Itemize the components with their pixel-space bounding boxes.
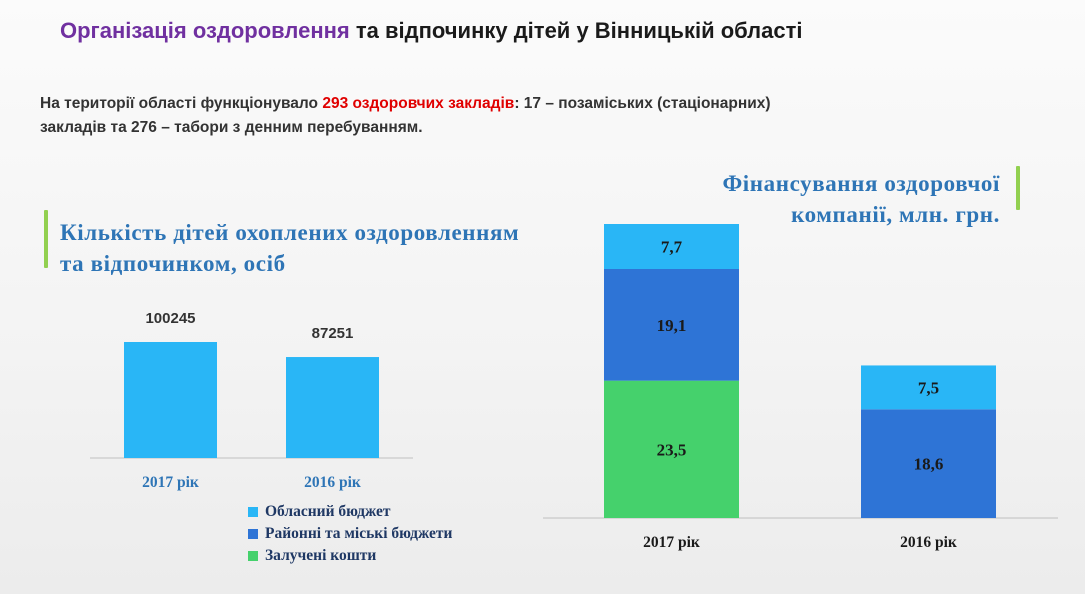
intro-text: На території області функціонувало 293 о…: [40, 92, 800, 140]
intro-after: : 17 – позаміських (стаціонарних) заклад…: [40, 95, 771, 136]
funding-chart-title: Фінансування оздоровчої компанії, млн. г…: [722, 171, 1000, 227]
left-title-accent: [44, 210, 48, 268]
page-title-part1: Організація оздоровлення: [60, 18, 350, 43]
funding-segment-value-0-0: 23,5: [657, 440, 687, 459]
funding-x-label-0: 2017 рік: [643, 534, 700, 551]
page-title-part2: та відпочинку дітей у Вінницькій області: [355, 18, 803, 43]
legend-swatch-oblast: [248, 507, 258, 517]
children-bar-1: [286, 357, 379, 458]
legend-item-district: Районні та міські бюджети: [248, 523, 452, 545]
funding-segment-value-0-1: 19,1: [657, 316, 687, 335]
page-title: Організація оздоровлення та відпочинку д…: [60, 18, 803, 44]
funding-segment-0-2: [604, 224, 739, 270]
legend-label-district: Районні та міські бюджети: [265, 525, 453, 542]
legend-label-oblast: Обласний бюджет: [265, 503, 391, 520]
funding-segment-1-1: [861, 409, 996, 518]
funding-segment-1-2: [861, 365, 996, 410]
intro-before: На території області функціонувало: [40, 95, 323, 112]
funding-segment-0-0: [604, 380, 739, 518]
funding-x-label-1: 2016 рік: [900, 534, 957, 551]
legend-swatch-attracted: [248, 551, 258, 561]
right-title-accent: [1016, 166, 1020, 210]
funding-segment-value-1-2: 7,5: [918, 378, 939, 397]
funding-segment-value-0-2: 7,7: [661, 238, 683, 257]
funding-segment-value-1-1: 18,6: [914, 455, 944, 474]
legend-item-oblast: Обласний бюджет: [248, 501, 452, 523]
intro-highlight: 293 оздоровчих закладів: [322, 95, 515, 112]
children-chart-title: Кількість дітей охоплених оздоровленням …: [60, 220, 520, 276]
legend-item-attracted: Залучені кошти: [248, 545, 452, 567]
children-x-label-1: 2016 рік: [304, 474, 361, 491]
children-bar-value-1: 87251: [312, 325, 354, 342]
legend-label-attracted: Залучені кошти: [265, 547, 377, 564]
funding-segment-0-1: [604, 269, 739, 381]
children-x-label-0: 2017 рік: [142, 474, 199, 491]
children-bar-0: [124, 342, 217, 458]
funding-legend: Обласний бюджет Районні та міські бюджет…: [248, 501, 452, 567]
children-bar-value-0: 100245: [145, 310, 195, 327]
legend-swatch-district: [248, 529, 258, 539]
